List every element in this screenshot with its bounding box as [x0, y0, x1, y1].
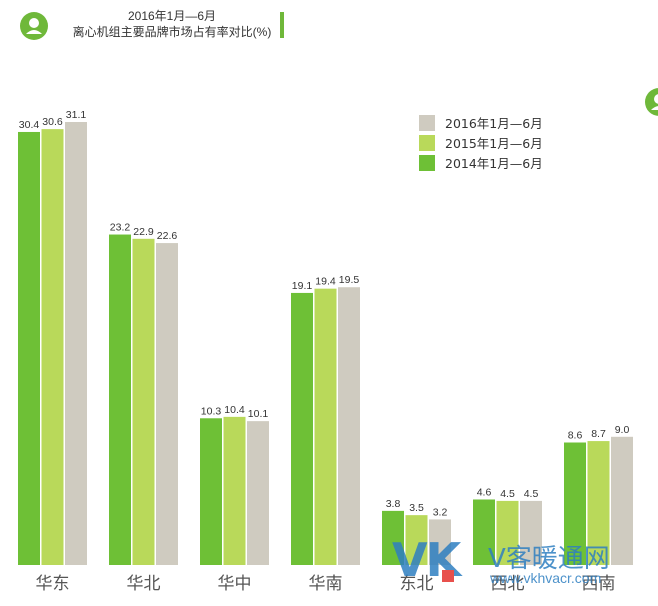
data-label: 19.1 [292, 280, 313, 292]
chart-title: 2016年1月—6月 离心机组主要品牌市场占有率对比(%) [62, 8, 282, 40]
bar [338, 287, 360, 565]
title-accent-bar [280, 12, 284, 38]
data-label: 10.3 [201, 405, 222, 417]
category-label: 华南 [309, 574, 343, 594]
bar [611, 436, 633, 565]
category-label: 华北 [127, 574, 161, 594]
data-label: 31.1 [66, 109, 87, 121]
data-label: 4.5 [500, 488, 515, 500]
data-label: 3.8 [386, 498, 401, 510]
data-label: 3.5 [409, 502, 424, 514]
user-icon [20, 12, 48, 40]
data-label: 10.1 [248, 408, 269, 420]
category-label: 西北 [491, 574, 525, 594]
category-label: 华东 [36, 574, 70, 594]
bar [473, 499, 495, 565]
data-label: 19.5 [339, 274, 360, 286]
legend-swatch [419, 155, 435, 171]
data-label: 10.4 [224, 404, 245, 416]
data-label: 22.6 [157, 230, 178, 242]
bar [41, 129, 64, 565]
data-label: 9.0 [615, 424, 630, 436]
data-label: 8.7 [591, 428, 606, 440]
bar [587, 441, 610, 565]
bar [18, 131, 40, 565]
chart-title-line1: 2016年1月—6月 [127, 9, 217, 23]
bar [429, 519, 451, 565]
bar [223, 416, 246, 565]
data-label: 19.4 [315, 276, 336, 288]
bar [291, 292, 313, 565]
bar [65, 122, 87, 565]
watermark-url: www.vkhvacr.com [490, 570, 602, 586]
bar [496, 500, 519, 565]
legend-swatch [419, 135, 435, 151]
bar [156, 243, 178, 566]
legend-label: 2015年1月—6月 [445, 136, 543, 151]
category-label: 华中 [218, 574, 252, 594]
bar [405, 515, 428, 565]
bar [109, 234, 131, 565]
category-label: 东北 [400, 574, 434, 594]
bar [382, 510, 404, 565]
legend-swatch [419, 115, 435, 131]
data-label: 30.6 [42, 116, 63, 128]
bar [520, 500, 542, 565]
bar [132, 238, 155, 565]
legend-label: 2014年1月—6月 [445, 156, 543, 171]
category-label: 西南 [582, 574, 616, 594]
watermark-logo-accent [442, 570, 454, 582]
data-label: 8.6 [568, 429, 583, 441]
chart-title-line2: 离心机组主要品牌市场占有率对比(%) [72, 25, 272, 39]
data-label: 30.4 [19, 119, 40, 131]
user-icon [645, 88, 658, 116]
watermark: VK V客暖通网 www.vkhvacr.com [392, 536, 652, 588]
bar [200, 418, 222, 565]
data-label: 23.2 [110, 222, 131, 234]
watermark-name: V客暖通网 [488, 544, 610, 574]
bar [564, 442, 586, 565]
data-label: 4.5 [524, 488, 539, 500]
bar [247, 421, 269, 565]
data-label: 3.2 [433, 506, 448, 518]
bar [314, 288, 337, 565]
data-label: 4.6 [477, 486, 492, 498]
legend-label: 2016年1月—6月 [445, 116, 543, 131]
data-label: 22.9 [133, 226, 154, 238]
